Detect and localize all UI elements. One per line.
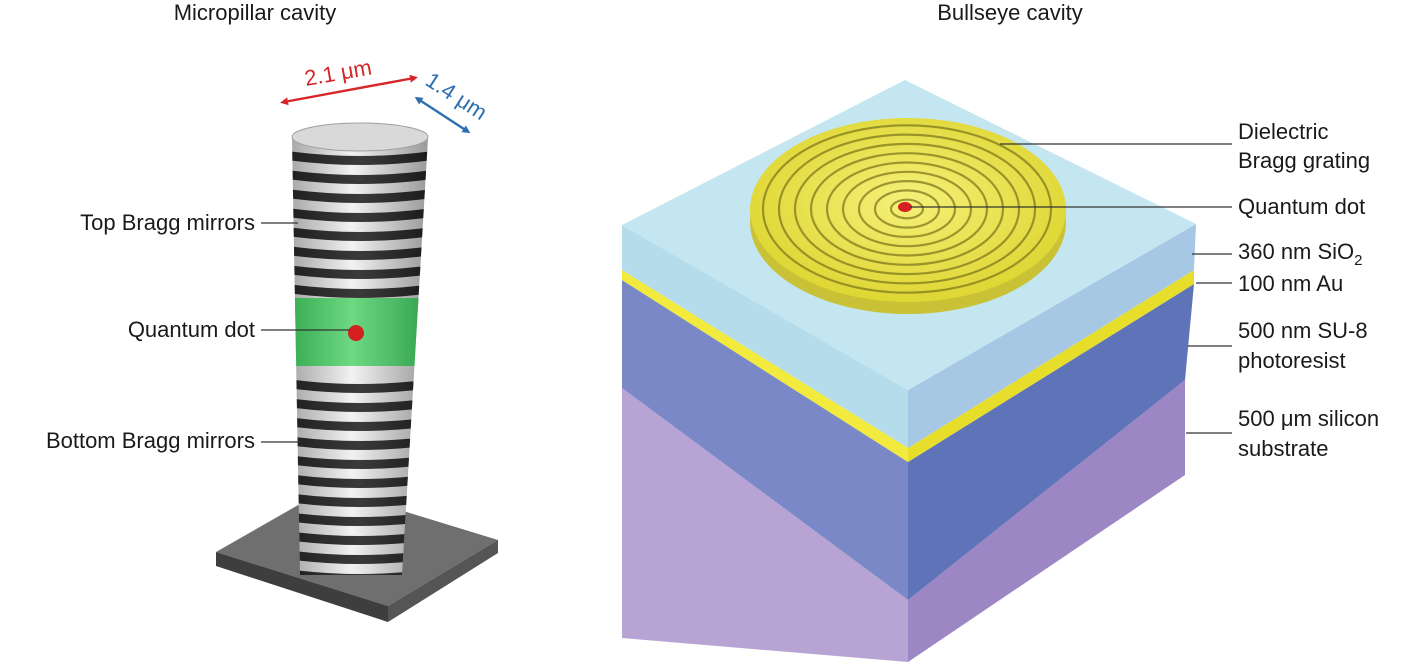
bragg-mirror-layer xyxy=(292,511,428,526)
grating-ring xyxy=(809,152,1005,266)
grating-label-line1: Dielectric xyxy=(1238,119,1328,144)
bragg-mirror-layer xyxy=(292,549,428,564)
bullseye-title: Bullseye cavity xyxy=(937,0,1083,25)
grating-ring xyxy=(793,142,1021,276)
bullseye-stack xyxy=(622,80,1196,662)
bragg-mirror-layer xyxy=(292,378,428,393)
bragg-mirror-layer xyxy=(292,416,428,431)
diameter-short-arrow xyxy=(414,96,471,134)
grating-ring xyxy=(825,161,989,257)
micropillar-body xyxy=(292,138,428,575)
diameter-short-label: 1.4 μm xyxy=(421,67,491,125)
su8-label-line2: photoresist xyxy=(1238,348,1346,373)
silicon-label-line1: 500 μm silicon xyxy=(1238,406,1379,431)
grating-ring xyxy=(889,198,925,220)
bragg-mirror-layer xyxy=(292,169,428,184)
bragg-mirror-layer xyxy=(292,283,428,298)
diameter-long-arrow xyxy=(280,74,418,106)
bragg-mirror-layer xyxy=(292,245,428,260)
bragg-mirror-layer xyxy=(292,530,428,545)
grating-ring xyxy=(841,170,973,248)
micropillar-title: Micropillar cavity xyxy=(174,0,337,25)
bullseye-quantum-dot-label: Quantum dot xyxy=(1238,194,1365,219)
grating-label-line2: Bragg grating xyxy=(1238,148,1370,173)
bragg-mirror-layer xyxy=(292,264,428,279)
pillar-quantum-dot-label: Quantum dot xyxy=(128,317,255,342)
top-mirrors-label: Top Bragg mirrors xyxy=(80,210,255,235)
bragg-mirror-layer xyxy=(292,454,428,469)
bragg-mirror-layer xyxy=(292,397,428,412)
bullseye-grating xyxy=(750,118,1066,314)
pillar-top-cap xyxy=(291,122,429,152)
bragg-mirror-layer xyxy=(292,473,428,488)
silicon-label-line2: substrate xyxy=(1238,436,1329,461)
bragg-mirror-layer xyxy=(292,150,428,165)
sio2-label: 360 nm SiO2 xyxy=(1238,239,1363,269)
bottom-mirrors-label: Bottom Bragg mirrors xyxy=(46,428,255,453)
pillar-quantum-dot xyxy=(348,325,364,341)
bragg-mirror-layer xyxy=(292,226,428,241)
au-label: 100 nm Au xyxy=(1238,271,1343,296)
bullseye-quantum-dot xyxy=(898,202,912,212)
grating-ring xyxy=(857,180,957,239)
grating-ring xyxy=(777,133,1037,285)
bragg-mirror-layer xyxy=(292,207,428,222)
bragg-mirror-layer xyxy=(292,188,428,203)
grating-ring xyxy=(761,124,1053,294)
diameter-long-label: 2.1 μm xyxy=(303,55,374,91)
bragg-mirror-layer xyxy=(292,492,428,507)
su8-label-line1: 500 nm SU-8 xyxy=(1238,318,1368,343)
grating-ring xyxy=(873,189,941,229)
bragg-mirror-layer xyxy=(292,435,428,450)
